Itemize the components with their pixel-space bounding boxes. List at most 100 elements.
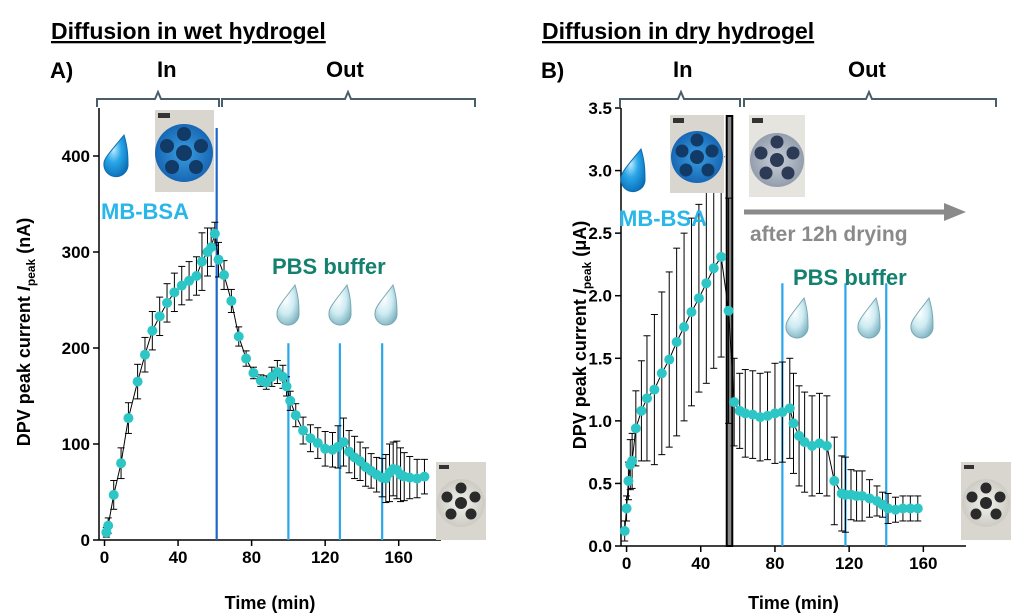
panel-a-pbs-drop-icon-1: [276, 283, 300, 326]
panel-b-data-point: [784, 403, 795, 414]
panel-a-data-point: [404, 472, 415, 483]
panel-a-data-point: [226, 295, 237, 306]
panel-b-series-line: [624, 255, 918, 532]
panel-b-pbs-drop-icon-2: [857, 296, 881, 339]
panel-b-data-point: [627, 455, 638, 466]
panel-a-data-point: [132, 376, 143, 387]
panel-a-data-point: [206, 242, 217, 253]
panel-a-data-point: [108, 489, 119, 500]
panel-b-drying-label: after 12h drying: [750, 223, 908, 246]
panel-b-phase-out: Out: [848, 57, 887, 82]
panel-a-data-point: [139, 349, 150, 360]
panel-a-pbs-drop-icon-2: [328, 283, 352, 326]
panel-a-data-point: [154, 311, 165, 322]
panel-a-y-tick-label: 400: [62, 147, 90, 166]
panel-b-letter: B): [541, 58, 564, 83]
panel-b-data-point: [821, 440, 832, 451]
panel-b-brace-in: [619, 89, 741, 107]
panel-a-mbsa-label: MB-BSA: [101, 199, 189, 224]
panel-b-data-point: [912, 503, 923, 514]
panel-a-data-point: [419, 471, 430, 482]
panel-b-x-tick-label: 80: [765, 554, 784, 573]
panel-b-pbs-drop-icon-1: [785, 296, 809, 339]
panel-a-y-tick-label: 200: [62, 339, 90, 358]
panel-b-blue-hydrogel-photo: [670, 115, 724, 193]
panel-b-mbsa-drop-icon: [620, 147, 646, 193]
panel-a-data-point: [196, 256, 207, 267]
panel-b-y-tick-label: 0.5: [588, 474, 612, 493]
panel-a-letter: A): [50, 58, 73, 83]
panel-a-brace-out: [221, 89, 476, 107]
panel-a-data-point: [298, 425, 309, 436]
panel-b-dried-hydrogel-photo: [749, 115, 805, 197]
panel-a-data-point: [169, 287, 180, 298]
panel-a-data-point: [241, 353, 252, 364]
panel-b-data-point: [755, 412, 766, 423]
panel-a-data-point: [209, 228, 220, 239]
panel-b-y-tick-label: 1.5: [588, 349, 612, 368]
panel-b-data-point: [740, 408, 751, 419]
panel-a-data-point: [191, 271, 202, 281]
panel-b-data-point: [890, 504, 901, 515]
panel-b-pbs-drop-icon-3: [910, 296, 934, 339]
panel-b-data-point: [716, 251, 727, 262]
panel-a-data-point: [123, 413, 134, 424]
panel-b-y-axis-label: DPV peak current Ipeak (μA): [570, 221, 594, 449]
panel-b-data-point: [883, 503, 894, 514]
panel-a-y-tick-label: 300: [62, 243, 90, 262]
panel-a-data-point: [290, 410, 301, 421]
panel-a-data-point: [233, 331, 244, 342]
panel-a-data-point: [213, 254, 224, 265]
panel-b-y-tick-label: 0.0: [588, 537, 612, 556]
panel-a-data-point: [176, 280, 187, 291]
panel-b-brace-out: [743, 89, 997, 107]
panel-a-x-tick-label: 0: [100, 548, 109, 567]
panel-b-data-point: [693, 293, 704, 304]
panel-b-data-point: [649, 384, 660, 395]
panel-a-data-point: [116, 458, 127, 469]
panel-b-x-axis-label: Time (min): [748, 593, 839, 613]
panel-b-y-tick-label: 3.0: [588, 162, 612, 181]
panel-a-x-tick-label: 80: [242, 548, 261, 567]
panel-a-data-point: [305, 433, 316, 444]
panel-b-data-point: [630, 423, 641, 434]
panel-b-y-tick-label: 2.0: [588, 287, 612, 306]
panel-a-data-point: [281, 381, 292, 392]
panel-b-data-point: [671, 337, 682, 348]
panel-b-phase-in: In: [673, 57, 693, 82]
panel-a-data-point: [219, 270, 230, 281]
panel-a-pbs-drop-icon-3: [374, 283, 398, 326]
panel-b-white-hydrogel-photo: [961, 462, 1011, 540]
panel-a: Diffusion in wet hydrogel A) In Out 0 100…: [14, 18, 486, 613]
panel-a-white-hydrogel-photo: [436, 462, 486, 540]
panel-b-plot: 0.0 0.5 1.0 1.5 2.0 2.5 3.0 3.5 0 40 80 120 160 Time …: [570, 99, 966, 613]
panel-b-data-point: [708, 263, 719, 274]
panel-a-blue-hydrogel-photo: [155, 110, 214, 192]
panel-a-x-tick-label: 160: [385, 548, 413, 567]
panel-a-x-tick-label: 120: [311, 548, 339, 567]
panel-b-y-tick-label: 3.5: [588, 99, 612, 118]
panel-b-data-point: [777, 407, 788, 418]
panel-a-title: Diffusion in wet hydrogel: [51, 18, 326, 44]
panel-b-x-tick-label: 160: [909, 554, 937, 573]
panel-a-brace-in: [96, 89, 220, 107]
panel-a-y-axis-label: DPV peak current Ipeak (nA): [14, 218, 38, 446]
panel-b: Diffusion in dry hydrogel B) In Out 0.0 0…: [541, 18, 1011, 613]
panel-a-data-point: [277, 371, 288, 382]
panel-b-data-point: [623, 475, 634, 486]
panel-b-data-point: [897, 503, 908, 514]
panel-a-y-tick-label: 100: [62, 435, 90, 454]
panel-a-data-point: [285, 395, 296, 406]
panel-b-title: Diffusion in dry hydrogel: [542, 18, 814, 44]
panel-a-phase-in: In: [157, 57, 177, 82]
panel-b-y-tick-label: 2.5: [588, 224, 612, 243]
panel-b-drying-arrow: [744, 203, 966, 221]
panel-b-data-point: [641, 393, 652, 404]
panel-a-mbsa-drop-icon: [103, 133, 129, 178]
panel-a-pbs-label: PBS buffer: [272, 254, 386, 279]
panel-b-data-point: [788, 418, 799, 429]
panel-a-data-point: [162, 297, 173, 308]
panel-a-x-axis-label: Time (min): [225, 593, 316, 613]
panel-b-pbs-label: PBS buffer: [793, 265, 907, 290]
